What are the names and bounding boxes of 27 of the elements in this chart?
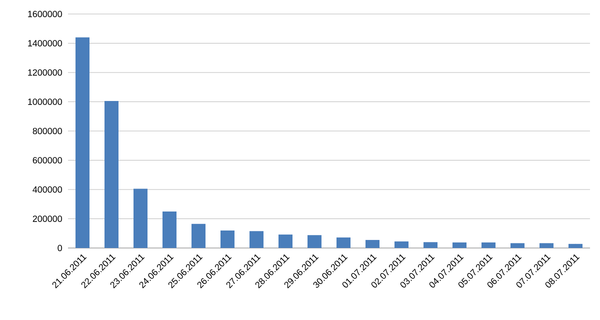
bar xyxy=(308,235,322,248)
y-tick-label: 1000000 xyxy=(28,98,62,105)
y-tick-label: 800000 xyxy=(32,128,62,134)
y-tick-label: 600000 xyxy=(32,157,62,164)
bar xyxy=(162,211,176,248)
bar xyxy=(220,230,235,248)
bar xyxy=(104,101,118,248)
bar xyxy=(452,242,467,248)
y-tick-label: 1600000 xyxy=(28,10,62,18)
y-tick-label: 0 xyxy=(58,244,62,252)
bar xyxy=(134,188,148,248)
bar xyxy=(510,243,525,248)
bar xyxy=(336,237,351,248)
bar xyxy=(394,241,409,248)
y-tick-label: 1400000 xyxy=(28,40,62,46)
y-tick-label: 1200000 xyxy=(28,69,62,76)
bar xyxy=(366,240,380,248)
y-tick-label: 200000 xyxy=(32,216,62,222)
bar xyxy=(424,242,438,248)
bar xyxy=(192,224,206,248)
bar xyxy=(568,244,583,248)
bar xyxy=(540,243,554,248)
bar xyxy=(250,231,264,248)
bar xyxy=(76,37,90,248)
y-tick-label: 400000 xyxy=(32,186,62,193)
bar xyxy=(482,242,496,248)
bar xyxy=(278,234,293,248)
